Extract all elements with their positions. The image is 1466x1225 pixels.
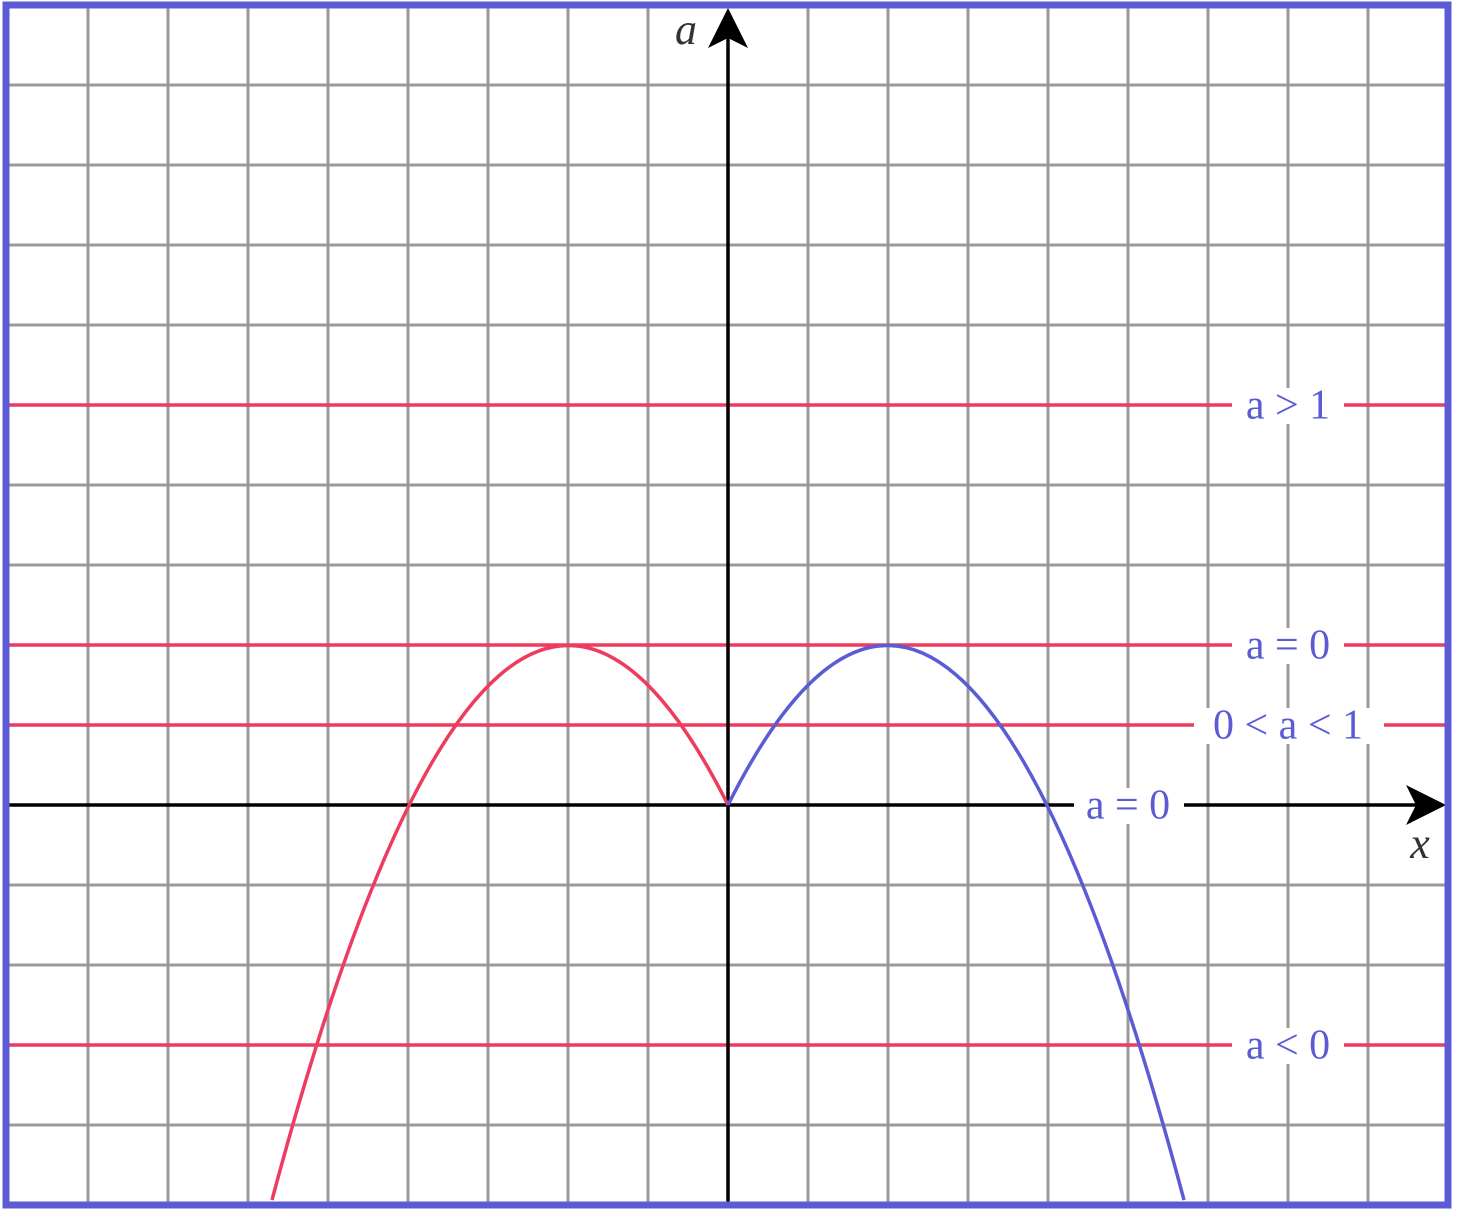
curve-right xyxy=(726,643,1186,1201)
line-label: a < 0 xyxy=(1246,1023,1330,1069)
line-label: a > 1 xyxy=(1246,383,1330,429)
frame xyxy=(2,1,1452,1209)
y-axis-label: a xyxy=(675,5,697,54)
line-label: a = 0 xyxy=(1246,623,1330,669)
axes xyxy=(6,8,1446,1205)
line-label: 0 < a < 1 xyxy=(1213,703,1363,749)
curve-left xyxy=(270,643,730,1201)
x-axis-label: x xyxy=(1409,819,1430,868)
line-label: a = 0 xyxy=(1086,783,1170,829)
